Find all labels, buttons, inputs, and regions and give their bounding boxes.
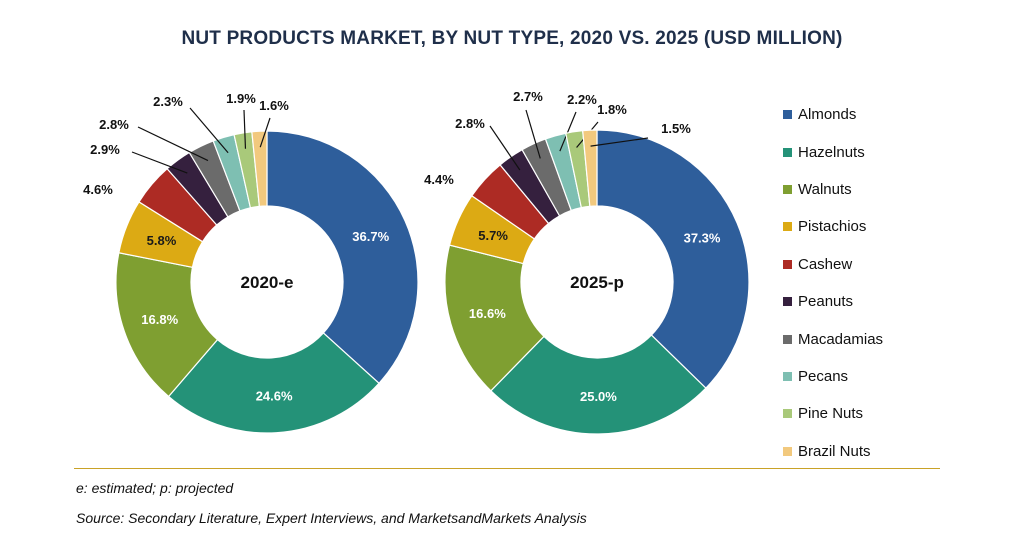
data-label: 4.6% (83, 182, 113, 197)
legend-label: Hazelnuts (798, 143, 865, 161)
legend-swatch (783, 334, 792, 344)
legend-item: Walnuts (783, 171, 883, 208)
data-label: 2.9% (90, 142, 120, 157)
legend-label: Macadamias (798, 330, 884, 348)
legend-label: Peanuts (798, 293, 854, 311)
legend-label: Pecans (798, 367, 849, 385)
legend-swatch (783, 110, 792, 120)
legend-swatch (783, 371, 792, 381)
data-label: 4.4% (424, 172, 454, 187)
data-label: 1.5% (661, 121, 691, 136)
legend-swatch (783, 297, 792, 307)
legend-item: Pine Nuts (783, 395, 883, 432)
footnote-estimate: e: estimated; p: projected (76, 480, 234, 496)
data-label: 1.9% (226, 91, 256, 106)
legend-item: Pistachios (783, 208, 883, 245)
slice-almonds (596, 129, 750, 389)
data-label: 1.8% (597, 102, 627, 117)
data-label: 25.0% (580, 389, 617, 404)
legend-label: Cashew (798, 255, 853, 273)
data-label: 2.7% (513, 89, 543, 104)
data-label: 16.6% (469, 306, 506, 321)
legend-label: Brazil Nuts (798, 442, 871, 460)
data-label: 2.2% (567, 92, 597, 107)
legend-swatch (783, 184, 792, 194)
leader-line (259, 117, 271, 148)
leader-line (525, 109, 541, 159)
donut-charts: 36.7%24.6%16.8%5.8%4.6%2.9%2.8%2.3% 1.9% 1… (83, 89, 750, 435)
legend-swatch (783, 222, 792, 232)
slice-brazil-nuts (582, 129, 598, 207)
data-label: 5.7% (478, 228, 508, 243)
legend-swatch (783, 259, 792, 269)
divider (74, 468, 940, 469)
leader-line (489, 125, 521, 171)
leader-line (590, 137, 649, 147)
legend-item: Macadamias (783, 320, 883, 357)
slice-hazelnuts (167, 332, 380, 434)
data-label: 37.3% (684, 231, 721, 246)
slice-hazelnuts (490, 334, 707, 435)
footnote-source: Source: Secondary Literature, Expert Int… (76, 510, 587, 526)
data-label: 5.8% (147, 233, 177, 248)
legend-item: Pecans (783, 358, 883, 395)
data-label: 1.6% (259, 98, 289, 113)
slice-brazil-nuts (251, 130, 268, 208)
center-label: 2020-e (241, 273, 294, 292)
donut-chart-2025-p: 37.3% 25.0% 16.6% 5.7% 4.4% 2.8% 2.7% 2.2%1.8% 1… (424, 89, 750, 435)
leader-line (137, 126, 209, 162)
donut-chart-2020-e: 36.7% 24.6% 16.8% 5.8% 4.6% 2.9% 2.8% 2.3% 1.9% 1… (83, 91, 419, 434)
data-label: 2.3% (153, 94, 183, 109)
slice-almonds (266, 130, 419, 385)
slice-walnuts (444, 244, 545, 392)
legend-swatch (783, 409, 792, 419)
legend-label: Pine Nuts (798, 405, 864, 423)
leader-line (559, 111, 577, 152)
leader-line (243, 109, 247, 149)
data-label: 36.7% (352, 229, 389, 244)
legend-swatch (783, 147, 792, 157)
data-label: 2.8% (99, 117, 129, 132)
leader-line (189, 107, 229, 154)
leader-line (131, 151, 188, 174)
legend: Almonds Hazelnuts Walnuts Pistachios Cashew P… (783, 96, 883, 470)
center-label: 2025-p (570, 273, 624, 292)
legend-label: Pistachios (798, 218, 867, 236)
legend-label: Almonds (798, 106, 857, 124)
legend-swatch (783, 446, 792, 456)
data-label: 16.8% (141, 312, 178, 327)
legend-item: Almonds (783, 96, 883, 133)
data-label: 2.8% (455, 116, 485, 131)
legend-item: Cashew (783, 246, 883, 283)
legend-item: Brazil Nuts (783, 433, 883, 470)
data-label: 24.6% (256, 388, 293, 403)
chart-title: NUT PRODUCTS MARKET, BY NUT TYPE, 2020 V… (181, 28, 843, 49)
legend-item: Hazelnuts (783, 133, 883, 170)
legend-label: Walnuts (798, 180, 852, 198)
legend-item: Peanuts (783, 283, 883, 320)
